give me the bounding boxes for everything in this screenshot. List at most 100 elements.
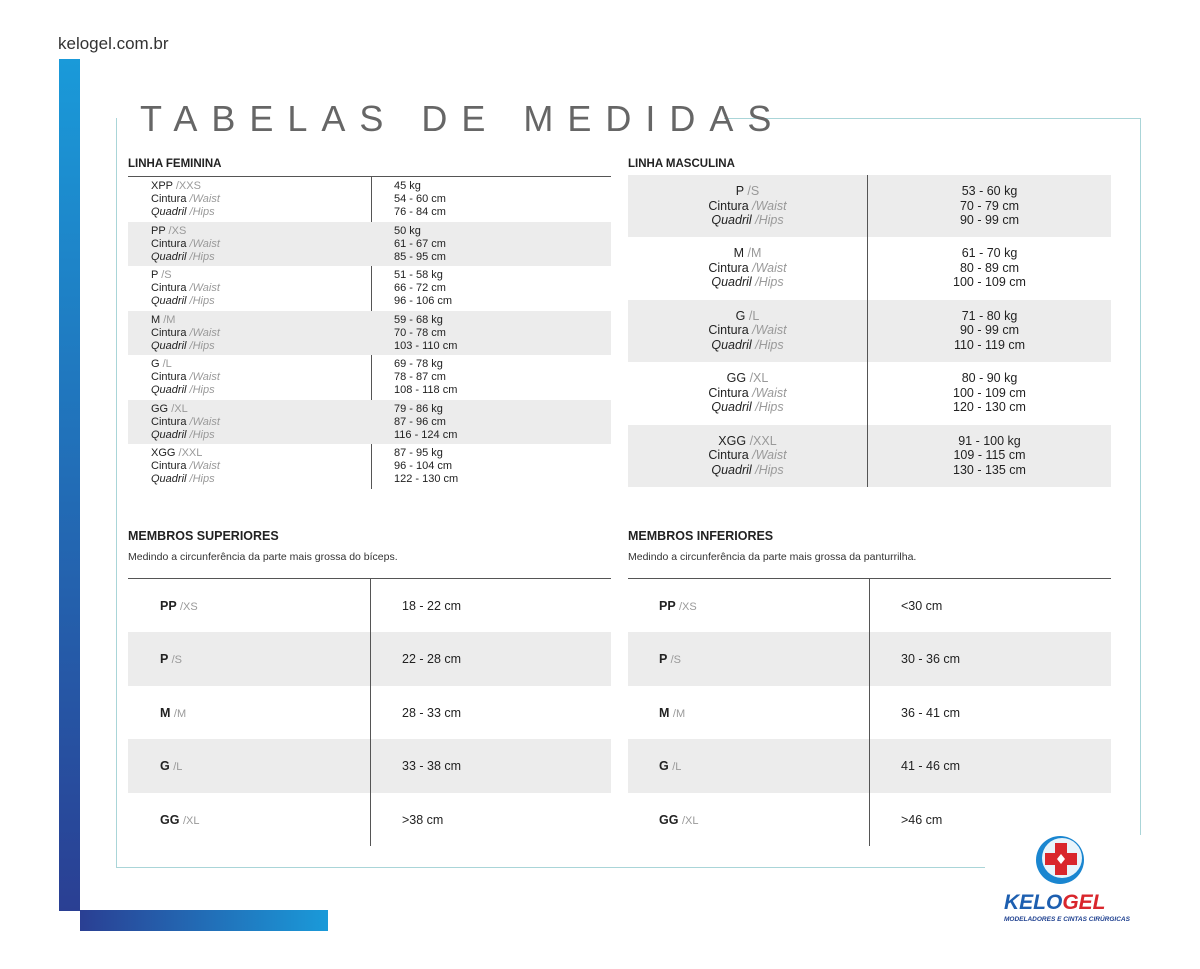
frame-top xyxy=(724,118,1141,119)
text: /XXL xyxy=(178,447,203,459)
text: /Hips xyxy=(189,384,215,396)
text: PP xyxy=(659,599,676,613)
table-row: G /L Cintura /Waist Quadril /Hips 69 - 78 k… xyxy=(128,355,611,400)
text: 80 - 89 cm xyxy=(959,260,1020,275)
text: GG xyxy=(151,402,169,415)
text: Quadril xyxy=(151,428,187,441)
size-label: XGG /XXL Cintura /Waist Quadril /Hips xyxy=(151,447,220,486)
size-label: GG /XL Cintura /Waist Quadril /Hips xyxy=(151,403,220,442)
frame-right xyxy=(1140,118,1141,835)
text: 120 - 130 cm xyxy=(953,400,1026,415)
text: Quadril xyxy=(151,384,187,396)
size-label: P /S Cintura /Waist Quadril /Hips xyxy=(628,184,867,228)
size-label: P /S xyxy=(659,652,681,666)
size-value: 33 - 38 cm xyxy=(402,759,462,774)
text: Quadril xyxy=(151,250,187,263)
text: /Waist xyxy=(752,198,787,213)
text: /M xyxy=(747,246,762,261)
text: M xyxy=(659,705,670,720)
feminina-title: LINHA FEMININA xyxy=(128,158,222,170)
text: /Waist xyxy=(752,385,787,400)
superiores-title: MEMBROS SUPERIORES xyxy=(128,529,279,543)
text: /Waist xyxy=(189,371,220,383)
size-value: 28 - 33 cm xyxy=(402,705,462,720)
size-values: 79 - 86 kg 87 - 96 cm 116 - 124 cm xyxy=(394,403,457,442)
text: /XL xyxy=(749,371,769,386)
table-row: G /L 33 - 38 cm xyxy=(128,739,611,793)
text: Cintura xyxy=(151,282,187,294)
size-value: >46 cm xyxy=(901,812,943,827)
text: /Waist xyxy=(752,448,787,463)
text: 45 kg xyxy=(394,180,421,192)
text: /Hips xyxy=(755,275,784,290)
text: M xyxy=(733,246,745,261)
text: Cintura xyxy=(708,323,749,338)
text: 54 - 60 cm xyxy=(394,193,446,205)
text: PP xyxy=(151,224,166,237)
size-values: 61 - 70 kg 80 - 89 cm 100 - 109 cm xyxy=(868,246,1111,290)
text: /Hips xyxy=(755,337,784,352)
text: Cintura xyxy=(151,415,187,428)
text: /Waist xyxy=(189,326,220,339)
text: 100 - 109 cm xyxy=(953,275,1026,290)
text: /XL xyxy=(681,814,699,827)
text: 71 - 80 kg xyxy=(961,308,1018,323)
text: 76 - 84 cm xyxy=(394,206,446,218)
text: G xyxy=(659,759,669,774)
decorative-vertical-bar xyxy=(59,59,80,911)
text: Quadril xyxy=(711,400,752,415)
text: /XS xyxy=(678,601,697,613)
svg-text:MODELADORES E CINTAS CIRÚRGICA: MODELADORES E CINTAS CIRÚRGICAS xyxy=(1004,914,1130,923)
text: /L xyxy=(672,761,682,774)
size-label: M /M xyxy=(160,706,186,720)
table-row: GG /XL Cintura /Waist Quadril /Hips 79 - 86… xyxy=(128,399,611,444)
masculina-table: P /S Cintura /Waist Quadril /Hips 53 - 60 k… xyxy=(628,175,1111,487)
size-value: 41 - 46 cm xyxy=(901,759,961,774)
decorative-horizontal-bar xyxy=(80,910,328,931)
table-row: M /M Cintura /Waist Quadril /Hips 61 - 70 k… xyxy=(628,237,1111,299)
text: Quadril xyxy=(711,213,752,227)
site-url: kelogel.com.br xyxy=(58,34,169,53)
text: 109 - 115 cm xyxy=(953,448,1026,463)
size-values: 69 - 78 kg 78 - 87 cm 108 - 118 cm xyxy=(394,358,457,397)
table-row: GG /XL Cintura /Waist Quadril /Hips 80 - 90… xyxy=(628,362,1111,424)
text: 50 kg xyxy=(394,224,421,237)
text: /XS xyxy=(168,224,187,237)
text: P xyxy=(160,652,169,667)
text: XPP xyxy=(151,180,173,192)
text: /Waist xyxy=(189,237,220,250)
text: Cintura xyxy=(708,198,749,213)
size-label: GG /XL xyxy=(160,813,199,827)
text: /L xyxy=(162,358,172,370)
text: Cintura xyxy=(151,237,187,250)
table-row: P /S Cintura /Waist Quadril /Hips 51 - 58 k… xyxy=(128,266,611,311)
text: GG xyxy=(659,812,679,827)
size-value: <30 cm xyxy=(901,599,943,613)
size-values: 91 - 100 kg 109 - 115 cm 130 - 135 cm xyxy=(868,434,1111,478)
text: /M xyxy=(173,707,187,720)
superiores-subtitle: Medindo a circunferência da parte mais g… xyxy=(128,551,398,563)
table-row: GG /XL >46 cm xyxy=(628,793,1111,846)
size-values: 59 - 68 kg 70 - 78 cm 103 - 110 cm xyxy=(394,314,457,353)
text: /Hips xyxy=(189,295,215,307)
text: /M xyxy=(672,707,686,720)
size-label: M /M Cintura /Waist Quadril /Hips xyxy=(628,246,867,290)
kelogel-logo: KELOGEL MODELADORES E CINTAS CIRÚRGICAS xyxy=(1000,833,1131,928)
table-row: PP /XS Cintura /Waist Quadril /Hips 50 kg 61… xyxy=(128,221,611,266)
text: 122 - 130 cm xyxy=(394,473,459,485)
text: 90 - 99 cm xyxy=(959,323,1020,338)
feminina-table: XPP /XXS Cintura /Waist Quadril /Hips 45 kg… xyxy=(128,177,611,489)
text: 53 - 60 kg xyxy=(961,184,1018,198)
table-row: M /M 36 - 41 cm xyxy=(628,686,1111,739)
text: /L xyxy=(748,308,760,323)
table-row: M /M Cintura /Waist Quadril /Hips 59 - 68 k… xyxy=(128,310,611,355)
text: /Hips xyxy=(189,339,215,352)
text: /XL xyxy=(182,814,200,827)
text: 110 - 119 cm xyxy=(953,337,1026,352)
size-value: 18 - 22 cm xyxy=(402,599,462,613)
text: 91 - 100 kg xyxy=(958,433,1021,448)
text: Cintura xyxy=(151,193,187,205)
text: Cintura xyxy=(708,448,749,463)
text: XGG xyxy=(151,447,176,459)
logo-icon: KELOGEL MODELADORES E CINTAS CIRÚRGICAS xyxy=(1004,836,1131,923)
